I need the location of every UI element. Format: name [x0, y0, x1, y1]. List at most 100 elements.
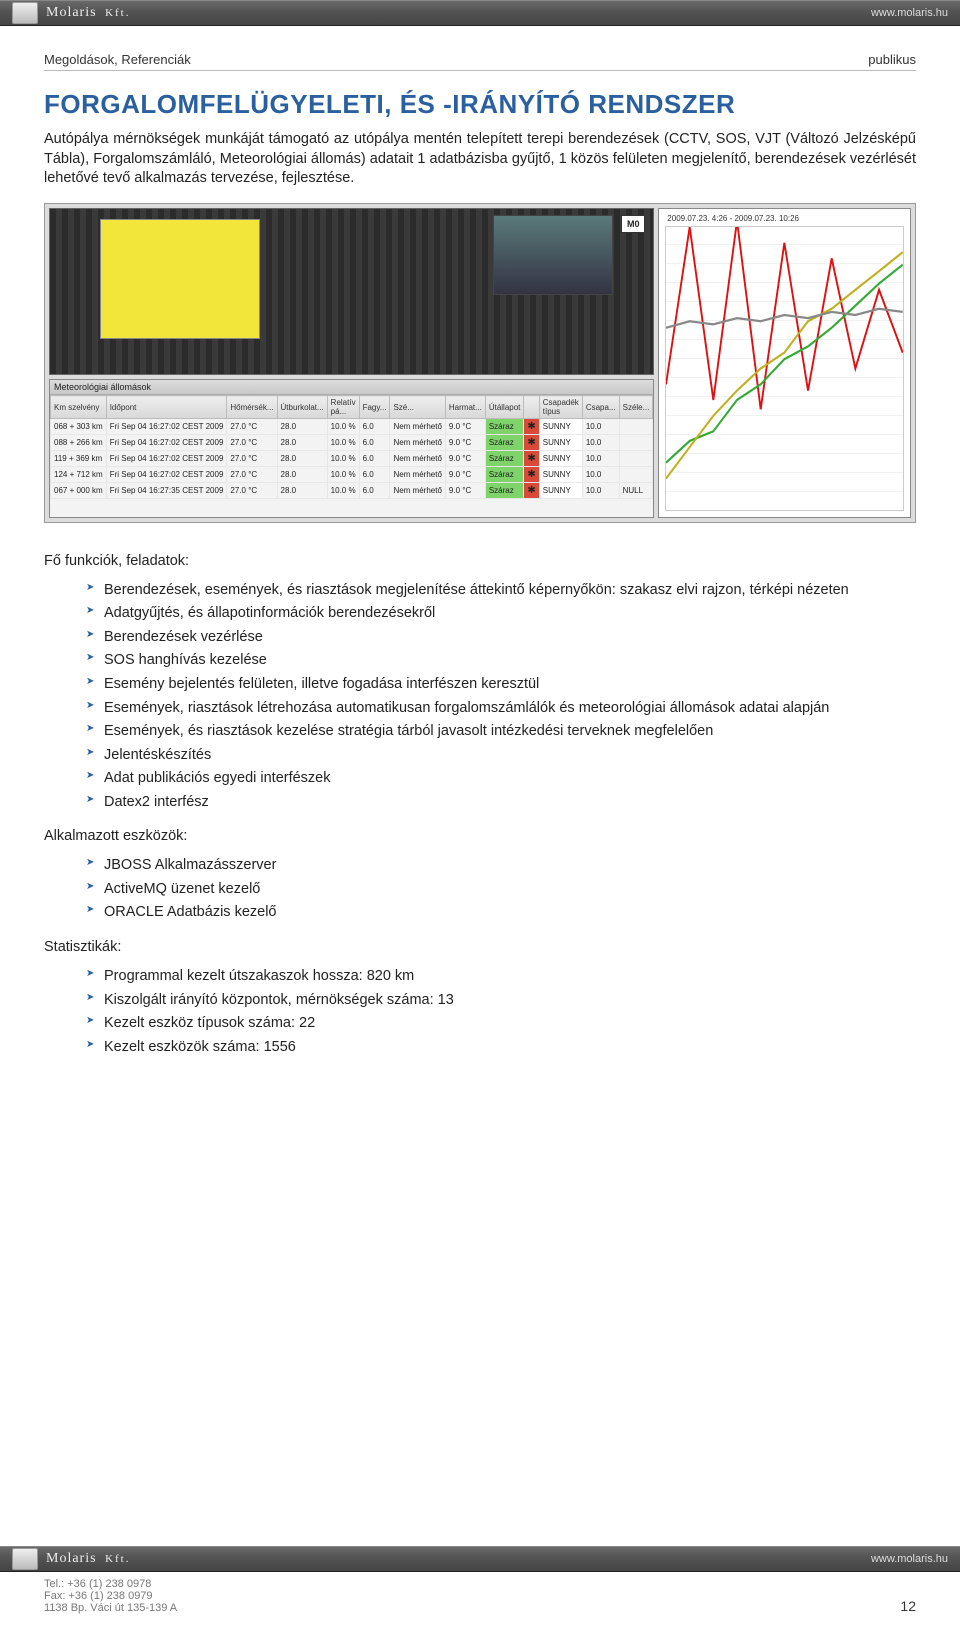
table-cell: 9.0 °C	[445, 451, 485, 467]
list-item: Berendezések, események, és riasztások m…	[86, 579, 916, 603]
meteo-col-header: Csapa...	[582, 396, 619, 419]
table-cell: 27.0 °C	[227, 467, 277, 483]
list-item: Kiszolgált irányító központok, mérnökség…	[86, 989, 916, 1013]
table-cell: SUNNY	[539, 435, 582, 451]
cctv-thumbnail	[493, 215, 613, 295]
table-cell: 6.0	[359, 451, 390, 467]
chart-title: 2009.07.23. 4:26 - 2009.07.23. 10:26	[663, 213, 906, 224]
table-cell	[619, 419, 653, 435]
section-stats-title: Statisztikák:	[44, 939, 916, 955]
meteo-title: Meteorológiai állomások	[50, 380, 653, 395]
brand-suffix: Kft.	[105, 7, 130, 19]
table-cell: 10.0	[582, 483, 619, 499]
meteo-col-header: Csapadék típus	[539, 396, 582, 419]
section-tools-title: Alkalmazott eszközök:	[44, 828, 916, 844]
table-cell	[619, 435, 653, 451]
table-cell: 28.0	[277, 419, 327, 435]
list-item: Adat publikációs egyedi interfészek	[86, 767, 916, 791]
list-item: Adatgyűjtés, és állapotinformációk beren…	[86, 602, 916, 626]
table-cell: 10.0 %	[327, 435, 359, 451]
table-cell: Fri Sep 04 16:27:02 CEST 2009	[106, 435, 227, 451]
list-item: Jelentéskészítés	[86, 744, 916, 768]
meteo-col-header: Km szelvény	[51, 396, 107, 419]
table-cell: 119 + 369 km	[51, 451, 107, 467]
footer-tel: Tel.: +36 (1) 238 0978	[44, 1578, 177, 1590]
page-header-line: Megoldások, Referenciák publikus	[44, 52, 916, 71]
meteo-panel: Meteorológiai állomások Km szelvényIdőpo…	[49, 379, 654, 518]
table-cell: SUNNY	[539, 451, 582, 467]
logo-icon	[12, 2, 38, 24]
table-cell: Nem mérhető	[390, 483, 445, 499]
meteo-col-header: Harmat...	[445, 396, 485, 419]
table-cell: ✱	[524, 435, 539, 451]
table-cell: Száraz	[485, 435, 524, 451]
brand-name: Molaris	[46, 5, 97, 20]
table-cell: SUNNY	[539, 467, 582, 483]
table-cell: 27.0 °C	[227, 483, 277, 499]
brand-site: www.molaris.hu	[871, 7, 948, 19]
meteo-table: Km szelvényIdőpontHőmérsék...Útburkolat.…	[50, 395, 653, 499]
table-cell: 9.0 °C	[445, 483, 485, 499]
table-cell: Fri Sep 04 16:27:02 CEST 2009	[106, 451, 227, 467]
brand: Molaris Kft.	[46, 1551, 130, 1567]
funcs-list: Berendezések, események, és riasztások m…	[44, 579, 916, 815]
table-row: 088 + 266 kmFri Sep 04 16:27:02 CEST 200…	[51, 435, 653, 451]
table-cell: 10.0 %	[327, 451, 359, 467]
table-cell: SUNNY	[539, 483, 582, 499]
table-cell: 068 + 303 km	[51, 419, 107, 435]
brand-site: www.molaris.hu	[871, 1553, 948, 1565]
page-body: Megoldások, Referenciák publikus FORGALO…	[0, 26, 960, 1546]
header-right: publikus	[868, 52, 916, 67]
list-item: SOS hanghívás kezelése	[86, 649, 916, 673]
table-cell: Száraz	[485, 451, 524, 467]
table-cell: 6.0	[359, 467, 390, 483]
table-cell: 6.0	[359, 419, 390, 435]
table-cell: 27.0 °C	[227, 451, 277, 467]
table-cell: 088 + 266 km	[51, 435, 107, 451]
meteo-col-header: Szé...	[390, 396, 445, 419]
meteo-col-header: Útállapot	[485, 396, 524, 419]
table-cell: 10.0	[582, 451, 619, 467]
page-number: 12	[900, 1598, 916, 1614]
table-cell: 10.0 %	[327, 419, 359, 435]
list-item: Kezelt eszközök száma: 1556	[86, 1036, 916, 1060]
table-cell: 6.0	[359, 483, 390, 499]
brand: Molaris Kft.	[46, 5, 130, 21]
table-row: 119 + 369 kmFri Sep 04 16:27:02 CEST 200…	[51, 451, 653, 467]
table-row: 067 + 000 kmFri Sep 04 16:27:35 CEST 200…	[51, 483, 653, 499]
list-item: Események, és riasztások kezelése straté…	[86, 720, 916, 744]
schematic-map-panel: M0	[49, 208, 654, 375]
table-cell: NULL	[619, 483, 653, 499]
table-cell	[619, 467, 653, 483]
table-cell: 28.0	[277, 451, 327, 467]
motorway-badge: M0	[621, 215, 645, 233]
table-cell: 9.0 °C	[445, 435, 485, 451]
footer-contact: Tel.: +36 (1) 238 0978 Fax: +36 (1) 238 …	[0, 1572, 960, 1632]
table-cell: Fri Sep 04 16:27:02 CEST 2009	[106, 419, 227, 435]
table-cell: ✱	[524, 467, 539, 483]
meteo-col-header: Fagy...	[359, 396, 390, 419]
meteo-col-header: Időpont	[106, 396, 227, 419]
table-cell: 9.0 °C	[445, 467, 485, 483]
table-cell: 10.0	[582, 419, 619, 435]
table-cell: 10.0 %	[327, 467, 359, 483]
tools-list: JBOSS AlkalmazásszerverActiveMQ üzenet k…	[44, 854, 916, 925]
table-cell: Száraz	[485, 467, 524, 483]
matrix-popup	[100, 219, 260, 339]
table-cell: 28.0	[277, 435, 327, 451]
table-cell: Nem mérhető	[390, 451, 445, 467]
logo-icon	[12, 1548, 38, 1570]
table-cell: Nem mérhető	[390, 467, 445, 483]
table-cell: 28.0	[277, 467, 327, 483]
list-item: Datex2 interfész	[86, 791, 916, 815]
meteo-col-header: Hőmérsék...	[227, 396, 277, 419]
table-cell: 6.0	[359, 435, 390, 451]
table-row: 068 + 303 kmFri Sep 04 16:27:02 CEST 200…	[51, 419, 653, 435]
footer-addr: 1138 Bp. Váci út 135-139 A	[44, 1602, 177, 1614]
top-bar: Molaris Kft. www.molaris.hu	[0, 0, 960, 26]
meteo-col-header: Útburkolat...	[277, 396, 327, 419]
table-cell: Nem mérhető	[390, 419, 445, 435]
meteo-col-header	[524, 396, 539, 419]
bottom-bar: Molaris Kft. www.molaris.hu	[0, 1546, 960, 1572]
table-cell: Száraz	[485, 483, 524, 499]
